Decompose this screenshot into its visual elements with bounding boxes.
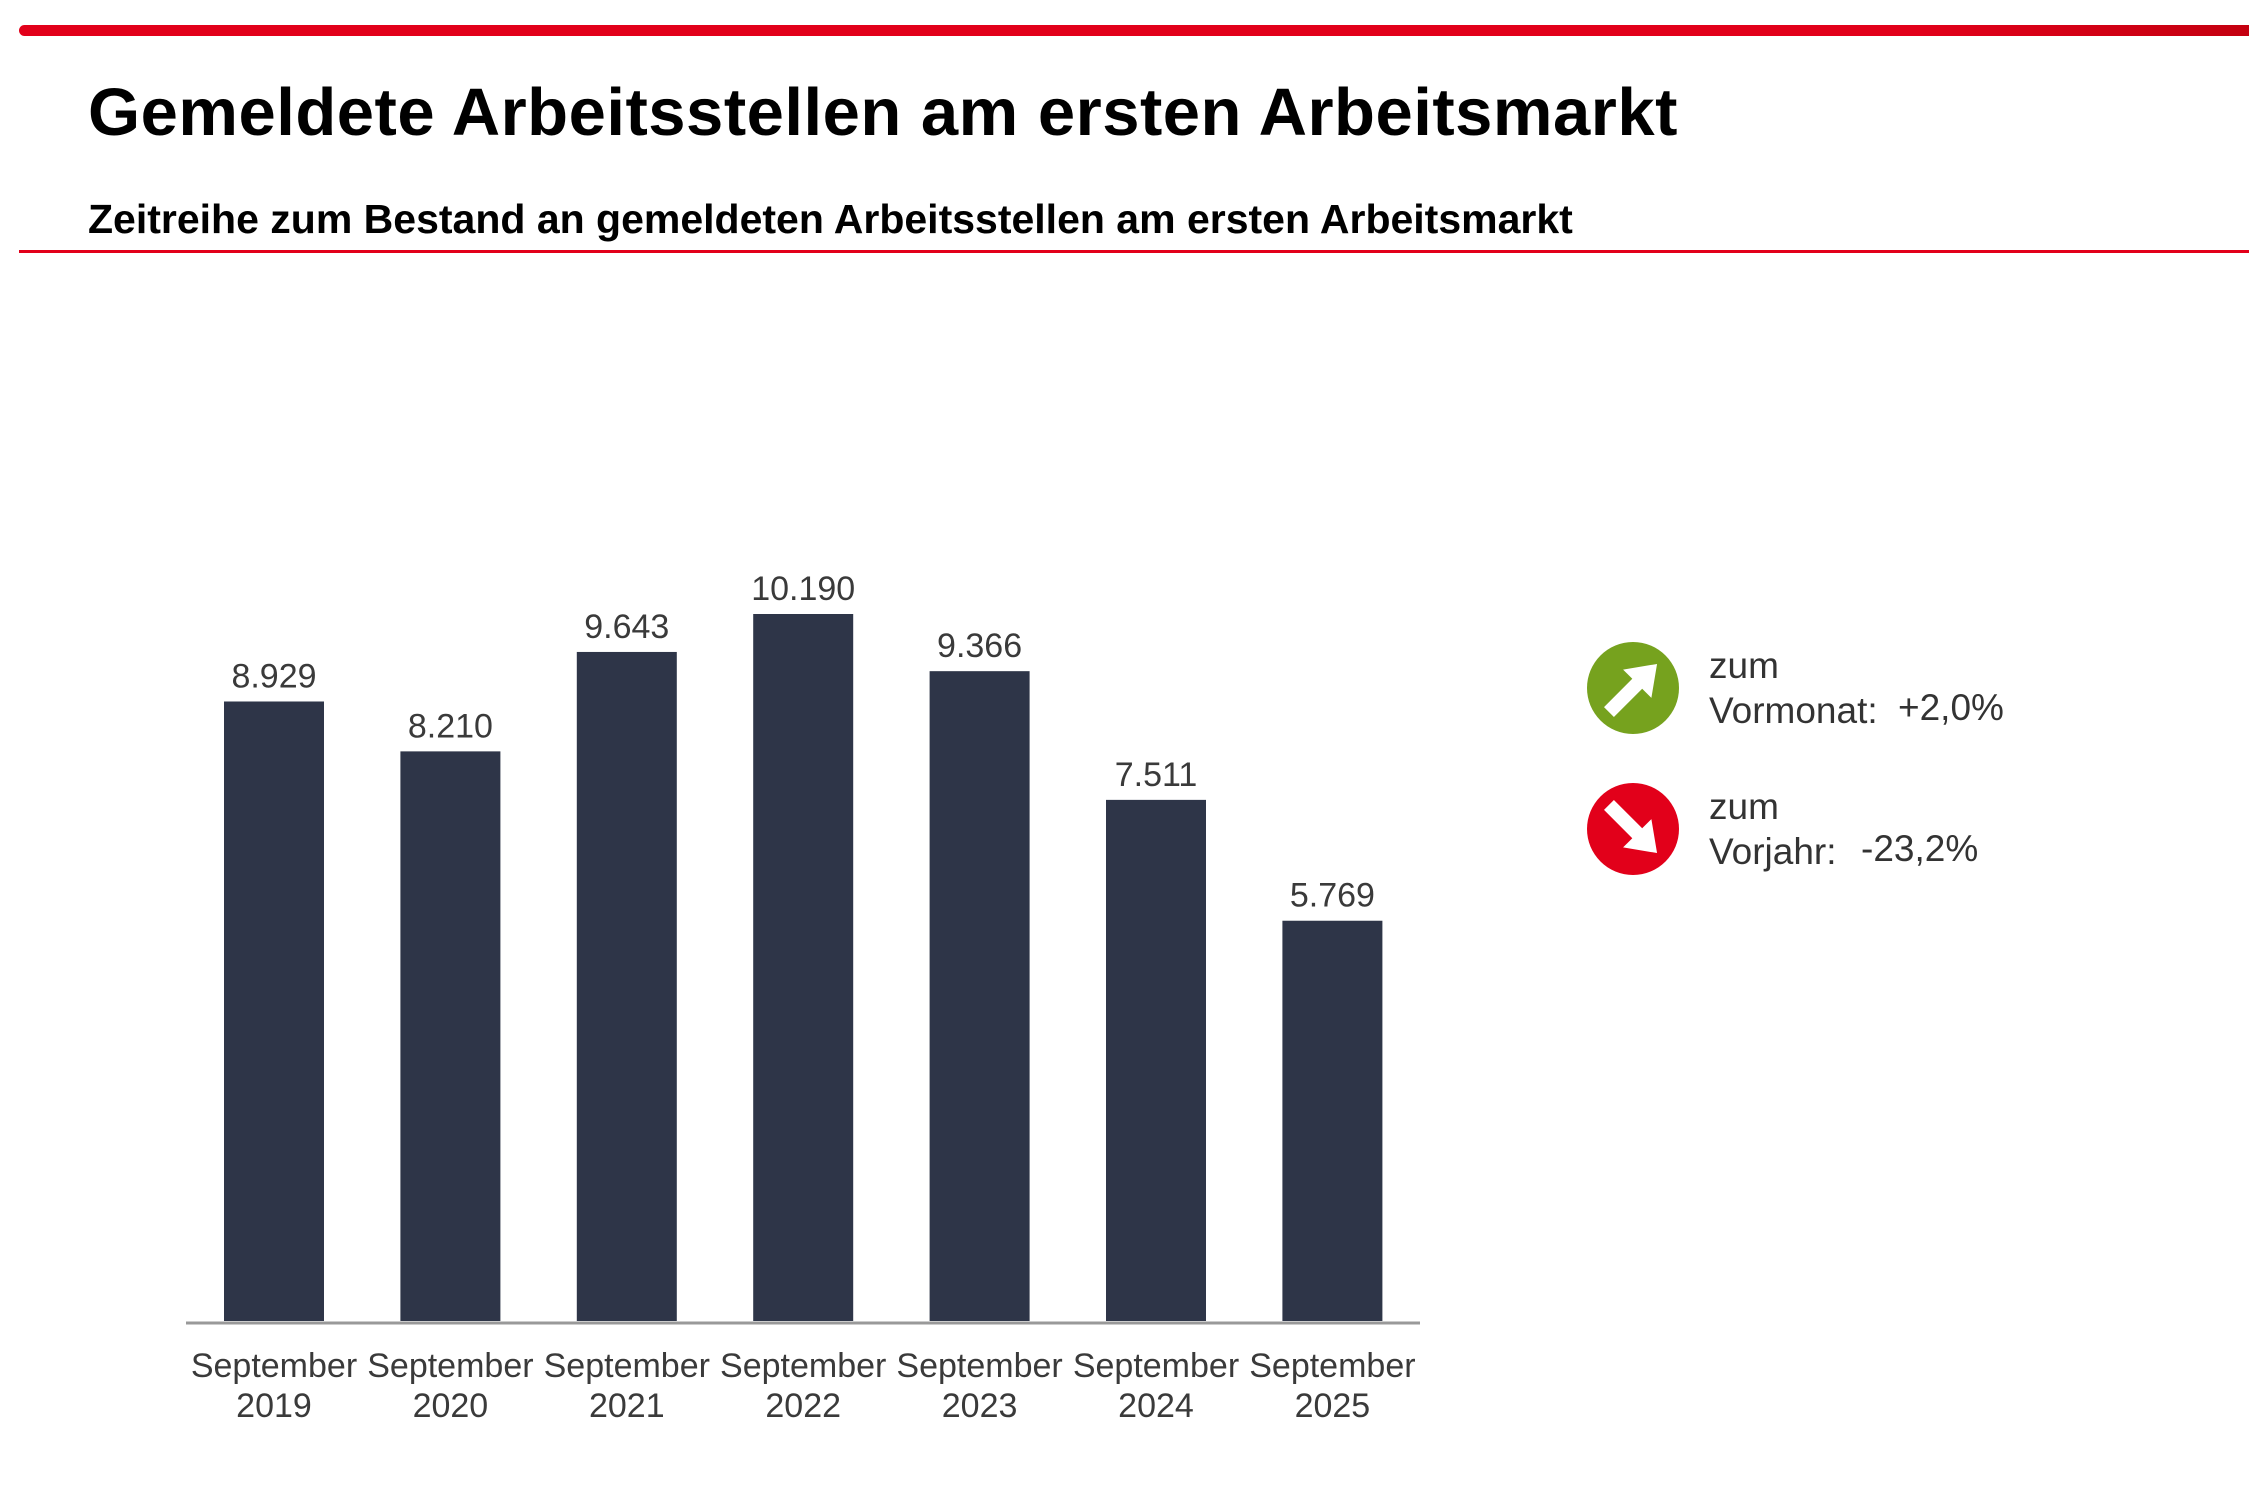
data-label: 8.210 — [408, 707, 493, 745]
legend-value: +2,0% — [1898, 687, 2004, 728]
legend-label: Vorjahr: — [1709, 831, 1837, 872]
data-label: 5.769 — [1290, 877, 1375, 915]
arrow-up-right-icon — [1587, 642, 1679, 734]
x-tick-label: 2023 — [942, 1387, 1018, 1425]
data-label: 8.929 — [231, 657, 316, 695]
data-label: 9.643 — [584, 608, 669, 646]
header-accent-bar — [19, 25, 2249, 36]
bar — [576, 651, 677, 1321]
data-label: 10.190 — [751, 570, 855, 608]
x-tick-label: September — [367, 1347, 533, 1385]
data-label: 7.511 — [1115, 756, 1198, 794]
legend-label: zum — [1709, 786, 1779, 827]
x-tick-label: 2025 — [1295, 1387, 1371, 1425]
bar — [400, 751, 501, 1321]
legend-value: -23,2% — [1861, 828, 1978, 869]
x-tick-label: 2020 — [413, 1387, 489, 1425]
legend-label: zum — [1709, 645, 1779, 686]
x-tick-label: 2021 — [589, 1387, 665, 1425]
x-tick-label: 2022 — [765, 1387, 841, 1425]
page-title: Gemeldete Arbeitsstellen am ersten Arbei… — [88, 75, 1678, 150]
data-label: 9.366 — [937, 627, 1022, 665]
bar — [1282, 920, 1383, 1321]
x-tick-label: September — [1249, 1347, 1415, 1385]
x-tick-label: September — [1073, 1347, 1239, 1385]
x-tick-label: September — [720, 1347, 886, 1385]
divider — [19, 250, 2249, 253]
bar — [753, 614, 854, 1321]
chart-subtitle: Zeitreihe zum Bestand an gemeldeten Arbe… — [88, 196, 1573, 242]
x-tick-label: September — [896, 1347, 1062, 1385]
legend-label: Vormonat: — [1709, 690, 1878, 731]
bar — [1106, 799, 1206, 1321]
x-tick-label: September — [544, 1347, 710, 1385]
x-tick-label: September — [191, 1347, 357, 1385]
arrow-down-right-icon — [1587, 783, 1679, 875]
bar — [929, 671, 1030, 1321]
bar — [224, 701, 324, 1321]
x-tick-label: 2024 — [1118, 1387, 1194, 1425]
x-tick-label: 2019 — [236, 1387, 312, 1425]
